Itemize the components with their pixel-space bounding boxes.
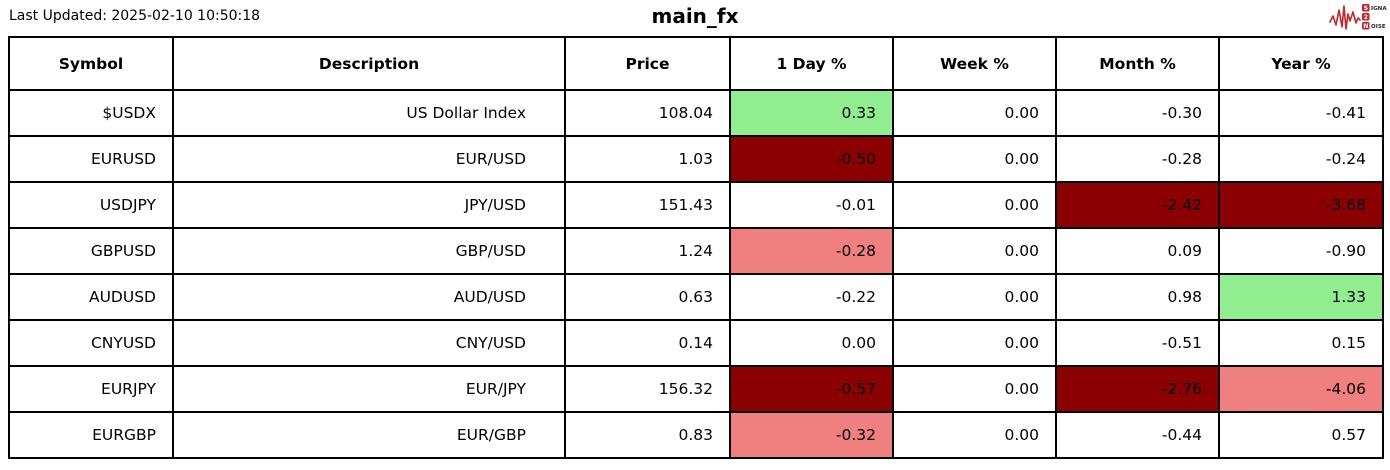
table-cell: EUR/JPY (172, 365, 566, 413)
table-cell: -0.50 (729, 135, 894, 183)
table-cell: GBPUSD (8, 227, 174, 275)
svg-text:S: S (1364, 5, 1368, 12)
table-cell: US Dollar Index (172, 89, 566, 137)
table-cell: 1.33 (1218, 273, 1384, 321)
svg-text:N: N (1363, 23, 1368, 30)
column-header-year: Year % (1218, 36, 1384, 91)
table-cell: CNY/USD (172, 319, 566, 367)
table-cell: $USDX (8, 89, 174, 137)
table-cell: 0.15 (1218, 319, 1384, 367)
column-header-month: Month % (1055, 36, 1220, 91)
table-row: AUDUSD AUD/USD 0.63 -0.22 0.00 0.98 1.33 (8, 273, 1384, 321)
table-cell: -0.01 (729, 181, 894, 229)
table-cell: 0.00 (892, 181, 1057, 229)
table-cell: -0.28 (729, 227, 894, 275)
table-cell: AUDUSD (8, 273, 174, 321)
fx-table: Symbol Description Price 1 Day % Week % Month… (8, 36, 1384, 459)
table-cell: -0.57 (729, 365, 894, 413)
table-cell: CNYUSD (8, 319, 174, 367)
table-cell: -0.51 (1055, 319, 1220, 367)
table-cell: 0.00 (892, 273, 1057, 321)
table-row: CNYUSD CNY/USD 0.14 0.00 0.00 -0.51 0.15 (8, 319, 1384, 367)
table-row: EURGBP EUR/GBP 0.83 -0.32 0.00 -0.44 0.57 (8, 411, 1384, 459)
top-bar: Last Updated: 2025-02-10 10:50:18 main_f… (0, 0, 1390, 36)
table-cell: -4.06 (1218, 365, 1384, 413)
column-header-1-day: 1 Day % (729, 36, 894, 91)
table-cell: 0.00 (892, 411, 1057, 459)
table-cell: 0.00 (892, 89, 1057, 137)
table-cell: 0.98 (1055, 273, 1220, 321)
table-cell: 0.00 (892, 135, 1057, 183)
table-cell: 0.14 (564, 319, 731, 367)
table-cell: EUR/USD (172, 135, 566, 183)
table-row: EURUSD EUR/USD 1.03 -0.50 0.00 -0.28 -0.24 (8, 135, 1384, 183)
table-cell: -2.42 (1055, 181, 1220, 229)
table-cell: -0.41 (1218, 89, 1384, 137)
table-cell: -0.22 (729, 273, 894, 321)
table-cell: 0.00 (892, 227, 1057, 275)
table-cell: USDJPY (8, 181, 174, 229)
table-cell: -0.24 (1218, 135, 1384, 183)
table-cell: -3.68 (1218, 181, 1384, 229)
table-cell: EURJPY (8, 365, 174, 413)
table-cell: 0.00 (892, 319, 1057, 367)
table-cell: -0.90 (1218, 227, 1384, 275)
table-cell: -0.30 (1055, 89, 1220, 137)
table-row: GBPUSD GBP/USD 1.24 -0.28 0.00 0.09 -0.90 (8, 227, 1384, 275)
svg-text:IGNAL: IGNAL (1371, 6, 1387, 12)
column-header-symbol: Symbol (8, 36, 174, 91)
column-header-description: Description (172, 36, 566, 91)
table-cell: 1.24 (564, 227, 731, 275)
signal2noise-logo: S IGNAL 2 N OISE (1329, 1, 1387, 33)
table-cell: -0.28 (1055, 135, 1220, 183)
table-cell: 0.83 (564, 411, 731, 459)
table-cell: 0.63 (564, 273, 731, 321)
table-cell: EURUSD (8, 135, 174, 183)
column-header-week: Week % (892, 36, 1057, 91)
table-cell: 0.57 (1218, 411, 1384, 459)
table-cell: 151.43 (564, 181, 731, 229)
table-cell: -0.44 (1055, 411, 1220, 459)
table-row: $USDX US Dollar Index 108.04 0.33 0.00 -0.30-… (8, 89, 1384, 137)
table-cell: 0.09 (1055, 227, 1220, 275)
table-cell: 156.32 (564, 365, 731, 413)
table-cell: JPY/USD (172, 181, 566, 229)
table-cell: AUD/USD (172, 273, 566, 321)
page-title: main_fx (651, 4, 739, 28)
table-cell: -2.76 (1055, 365, 1220, 413)
column-header-price: Price (564, 36, 731, 91)
table-row: USDJPY JPY/USD 151.43 -0.01 0.00 -2.42 -3.68 (8, 181, 1384, 229)
svg-text:2: 2 (1364, 14, 1368, 21)
table-cell: 0.33 (729, 89, 894, 137)
table-cell: EURGBP (8, 411, 174, 459)
last-updated-text: Last Updated: 2025-02-10 10:50:18 (9, 8, 261, 24)
table-cell: 0.00 (729, 319, 894, 367)
table-cell: GBP/USD (172, 227, 566, 275)
waveform-icon: S IGNAL 2 N OISE (1329, 4, 1387, 30)
table-header-row: Symbol Description Price 1 Day % Week % Month… (8, 36, 1384, 91)
table-cell: 1.03 (564, 135, 731, 183)
table-cell: -0.32 (729, 411, 894, 459)
table-row: EURJPY EUR/JPY 156.32 -0.57 0.00 -2.76 -4.06 (8, 365, 1384, 413)
table-cell: 108.04 (564, 89, 731, 137)
table-cell: 0.00 (892, 365, 1057, 413)
svg-text:OISE: OISE (1371, 24, 1386, 30)
table-cell: EUR/GBP (172, 411, 566, 459)
